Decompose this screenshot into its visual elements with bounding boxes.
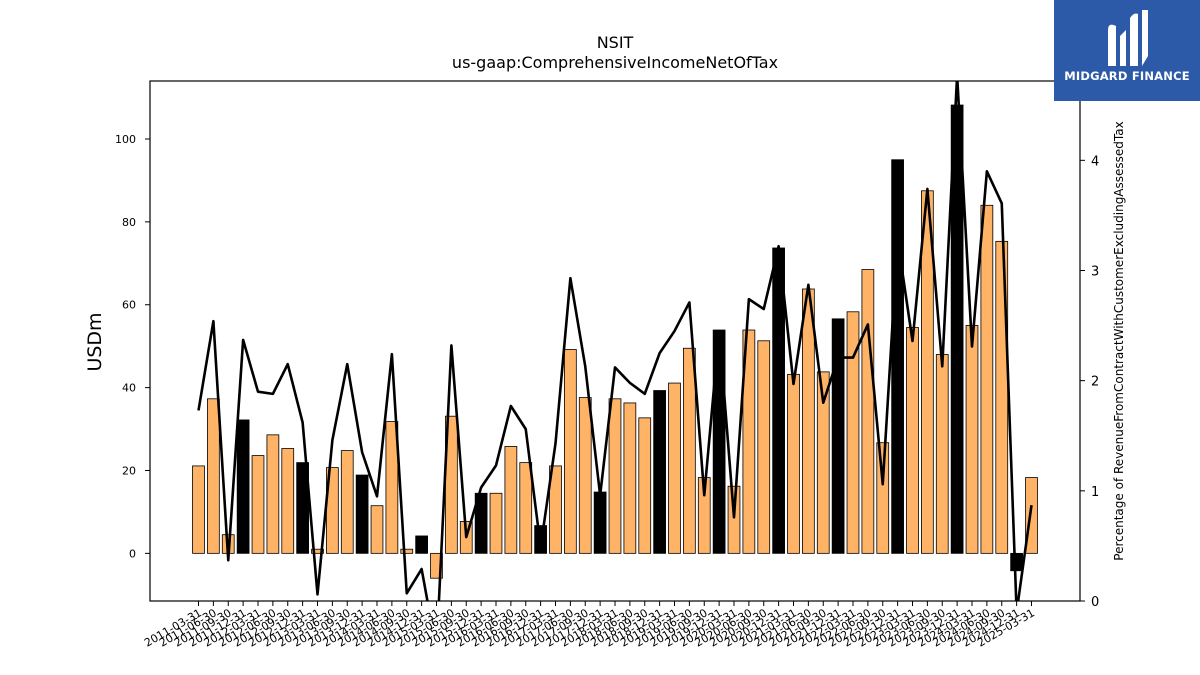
bar — [1025, 477, 1038, 554]
right-y-tick-label: 3 — [1091, 264, 1099, 279]
bar — [504, 446, 518, 554]
right-y-ticks: 0 1 2 3 4 — [1080, 154, 1099, 610]
right-y-tick-label: 4 — [1091, 154, 1099, 169]
bar — [430, 552, 443, 579]
bar — [802, 288, 815, 554]
right-y-tick-label: 2 — [1091, 375, 1099, 390]
bar — [207, 398, 220, 554]
bar — [236, 419, 250, 554]
bar — [891, 159, 904, 554]
bar — [593, 491, 607, 554]
bar — [474, 492, 488, 554]
bar — [831, 318, 845, 554]
y-tick-label: 100 — [115, 133, 136, 146]
bar — [787, 373, 800, 554]
bar — [415, 535, 428, 554]
y-tick-label: 40 — [122, 382, 136, 395]
bar — [683, 347, 696, 554]
bar — [489, 492, 503, 554]
right-y-axis-label: Percentage of RevenueFromContractWithCus… — [1112, 121, 1126, 560]
bar — [549, 465, 562, 554]
brand-logo: MIDGARD FINANCE — [1054, 0, 1200, 101]
bar — [578, 397, 592, 554]
y-tick-label: 20 — [122, 464, 136, 477]
midgard-logo-icon — [1108, 10, 1148, 66]
line-path — [197, 81, 1033, 601]
x-ticks: 2011-03-312011-06-302011-09-302011-12-31… — [142, 601, 1037, 650]
bar — [400, 548, 414, 554]
bar — [727, 485, 741, 554]
bar — [608, 398, 622, 554]
line-series — [197, 81, 1033, 601]
brand-name: MIDGARD FINANCE — [1064, 69, 1190, 83]
bar — [816, 371, 830, 554]
bar — [965, 325, 979, 554]
bar — [876, 442, 890, 554]
bar — [355, 474, 369, 554]
y-axis-label: USDm — [84, 312, 106, 371]
bar — [296, 462, 309, 554]
bar — [281, 448, 295, 554]
bar — [653, 390, 666, 554]
bar — [370, 505, 384, 554]
bar — [668, 382, 681, 554]
bar — [697, 477, 711, 554]
chart-subtitle: us-gaap:ComprehensiveIncomeNetOfTax — [452, 53, 778, 72]
bar-series — [192, 104, 1038, 579]
bar — [950, 104, 964, 554]
bar — [980, 204, 994, 554]
bar — [251, 455, 265, 554]
bar — [340, 450, 354, 554]
left-y-ticks: 0 20 40 60 80 100 — [115, 133, 150, 560]
bar — [623, 402, 637, 554]
bar — [564, 349, 577, 554]
bar — [266, 434, 280, 554]
right-y-tick-label: 1 — [1091, 485, 1099, 500]
bar — [935, 354, 949, 554]
right-y-tick-label: 0 — [1091, 595, 1099, 610]
y-tick-label: 60 — [122, 299, 136, 312]
bar — [861, 269, 875, 554]
bar — [311, 548, 324, 554]
bar — [846, 311, 860, 554]
bar — [757, 340, 771, 554]
chart-title: NSIT — [597, 33, 634, 52]
bar — [519, 462, 533, 554]
bar — [385, 421, 399, 554]
bar — [638, 417, 652, 554]
bar — [742, 329, 756, 554]
y-tick-label: 0 — [129, 547, 136, 560]
y-tick-label: 80 — [122, 216, 136, 229]
bar — [192, 465, 205, 554]
bar — [1010, 552, 1023, 572]
bar — [906, 327, 919, 554]
